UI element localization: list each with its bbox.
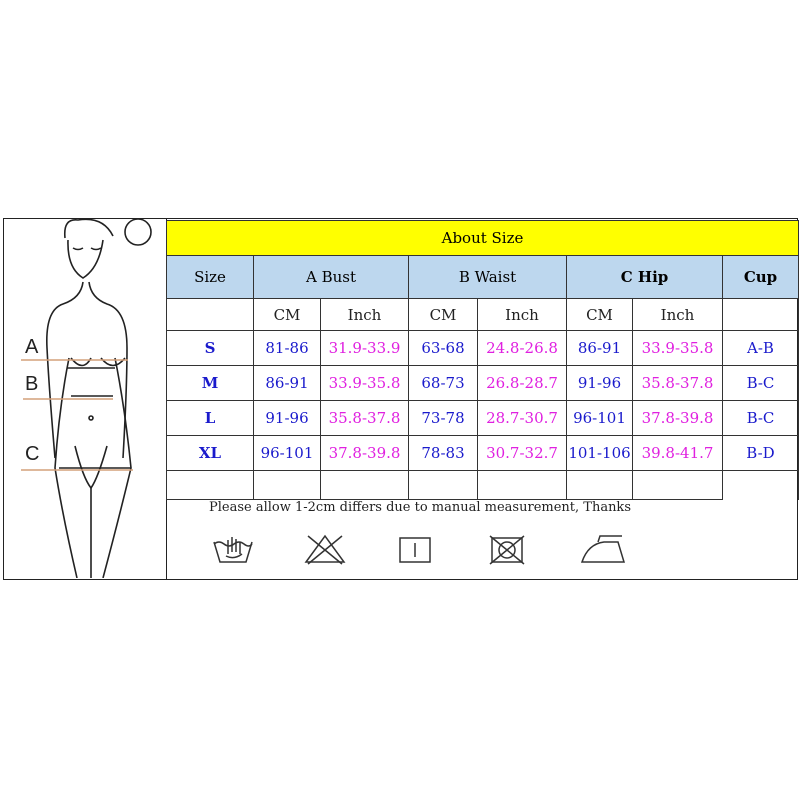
cell-waist-cm: 68-73 [408,365,478,401]
cell-hip-in: 39.8-41.7 [632,435,723,471]
unit-inch: Inch [320,298,409,331]
iron-icon [580,535,626,563]
cell-waist-in: 26.8-28.7 [477,365,567,401]
cell-cup: B-D [722,435,799,471]
measure-label-a: A [25,336,39,358]
cell-bust-cm: 86-91 [253,365,321,401]
cell-waist-in: 24.8-26.8 [477,330,567,366]
unit-blank [722,298,799,331]
unit-cm: CM [566,298,633,331]
cell-hip-in: 35.8-37.8 [632,365,723,401]
cell-waist-cm: 63-68 [408,330,478,366]
unit-cm: CM [408,298,478,331]
header-bust: A Bust [253,255,409,299]
cell-cup: B-C [722,400,799,436]
table-row: L 91-96 35.8-37.8 73-78 28.7-30.7 96-101 37.8-… [166,400,799,436]
hand-wash-icon [213,537,253,563]
cell-size: M [166,365,254,401]
cell-hip-in: 33.9-35.8 [632,330,723,366]
cell-hip-in: 37.8-39.8 [632,400,723,436]
unit-cm: CM [253,298,321,331]
body-outline-illustration: A B C [21,218,152,579]
measurement-note: Please allow 1-2cm differs due to manual… [209,500,631,515]
do-not-bleach-icon [304,534,346,565]
table-row: S 81-86 31.9-33.9 63-68 24.8-26.8 86-91 33.9-3… [166,330,799,366]
line-dry-icon [399,537,431,563]
size-table: About Size Size A Bust B Waist C Hip Cup… [166,220,799,500]
cell-bust-cm: 91-96 [253,400,321,436]
cell-cup: B-C [722,365,799,401]
cell-waist-cm: 73-78 [408,400,478,436]
measure-label-c: C [25,443,39,465]
cell-bust-in: 35.8-37.8 [320,400,409,436]
table-title: About Size [166,220,799,256]
cell-waist-in: 28.7-30.7 [477,400,567,436]
cell-hip-cm: 91-96 [566,365,633,401]
table-row: M 86-91 33.9-35.8 68-73 26.8-28.7 91-96 35.8-3… [166,365,799,401]
header-waist: B Waist [408,255,567,299]
cell-bust-in: 31.9-33.9 [320,330,409,366]
cell-bust-in: 37.8-39.8 [320,435,409,471]
measure-label-b: B [25,373,38,395]
unit-blank [166,298,254,331]
unit-inch: Inch [477,298,567,331]
cell-hip-cm: 101-106 [566,435,633,471]
cell-hip-cm: 96-101 [566,400,633,436]
unit-inch: Inch [632,298,723,331]
header-size: Size [166,255,254,299]
cell-cup: A-B [722,330,799,366]
care-icons [210,532,674,568]
cell-size: L [166,400,254,436]
table-row: XL 96-101 37.8-39.8 78-83 30.7-32.7 101-106 39… [166,435,799,471]
cell-size: S [166,330,254,366]
cell-bust-cm: 96-101 [253,435,321,471]
cell-waist-in: 30.7-32.7 [477,435,567,471]
cell-bust-in: 33.9-35.8 [320,365,409,401]
header-hip: C Hip [566,255,723,299]
cell-waist-cm: 78-83 [408,435,478,471]
cell-bust-cm: 81-86 [253,330,321,366]
body-measurement-figure: A B C [3,218,167,580]
cell-hip-cm: 86-91 [566,330,633,366]
empty-cell [166,470,254,500]
cell-size: XL [166,435,254,471]
do-not-tumble-dry-icon [489,535,525,565]
header-cup: Cup [722,255,799,299]
